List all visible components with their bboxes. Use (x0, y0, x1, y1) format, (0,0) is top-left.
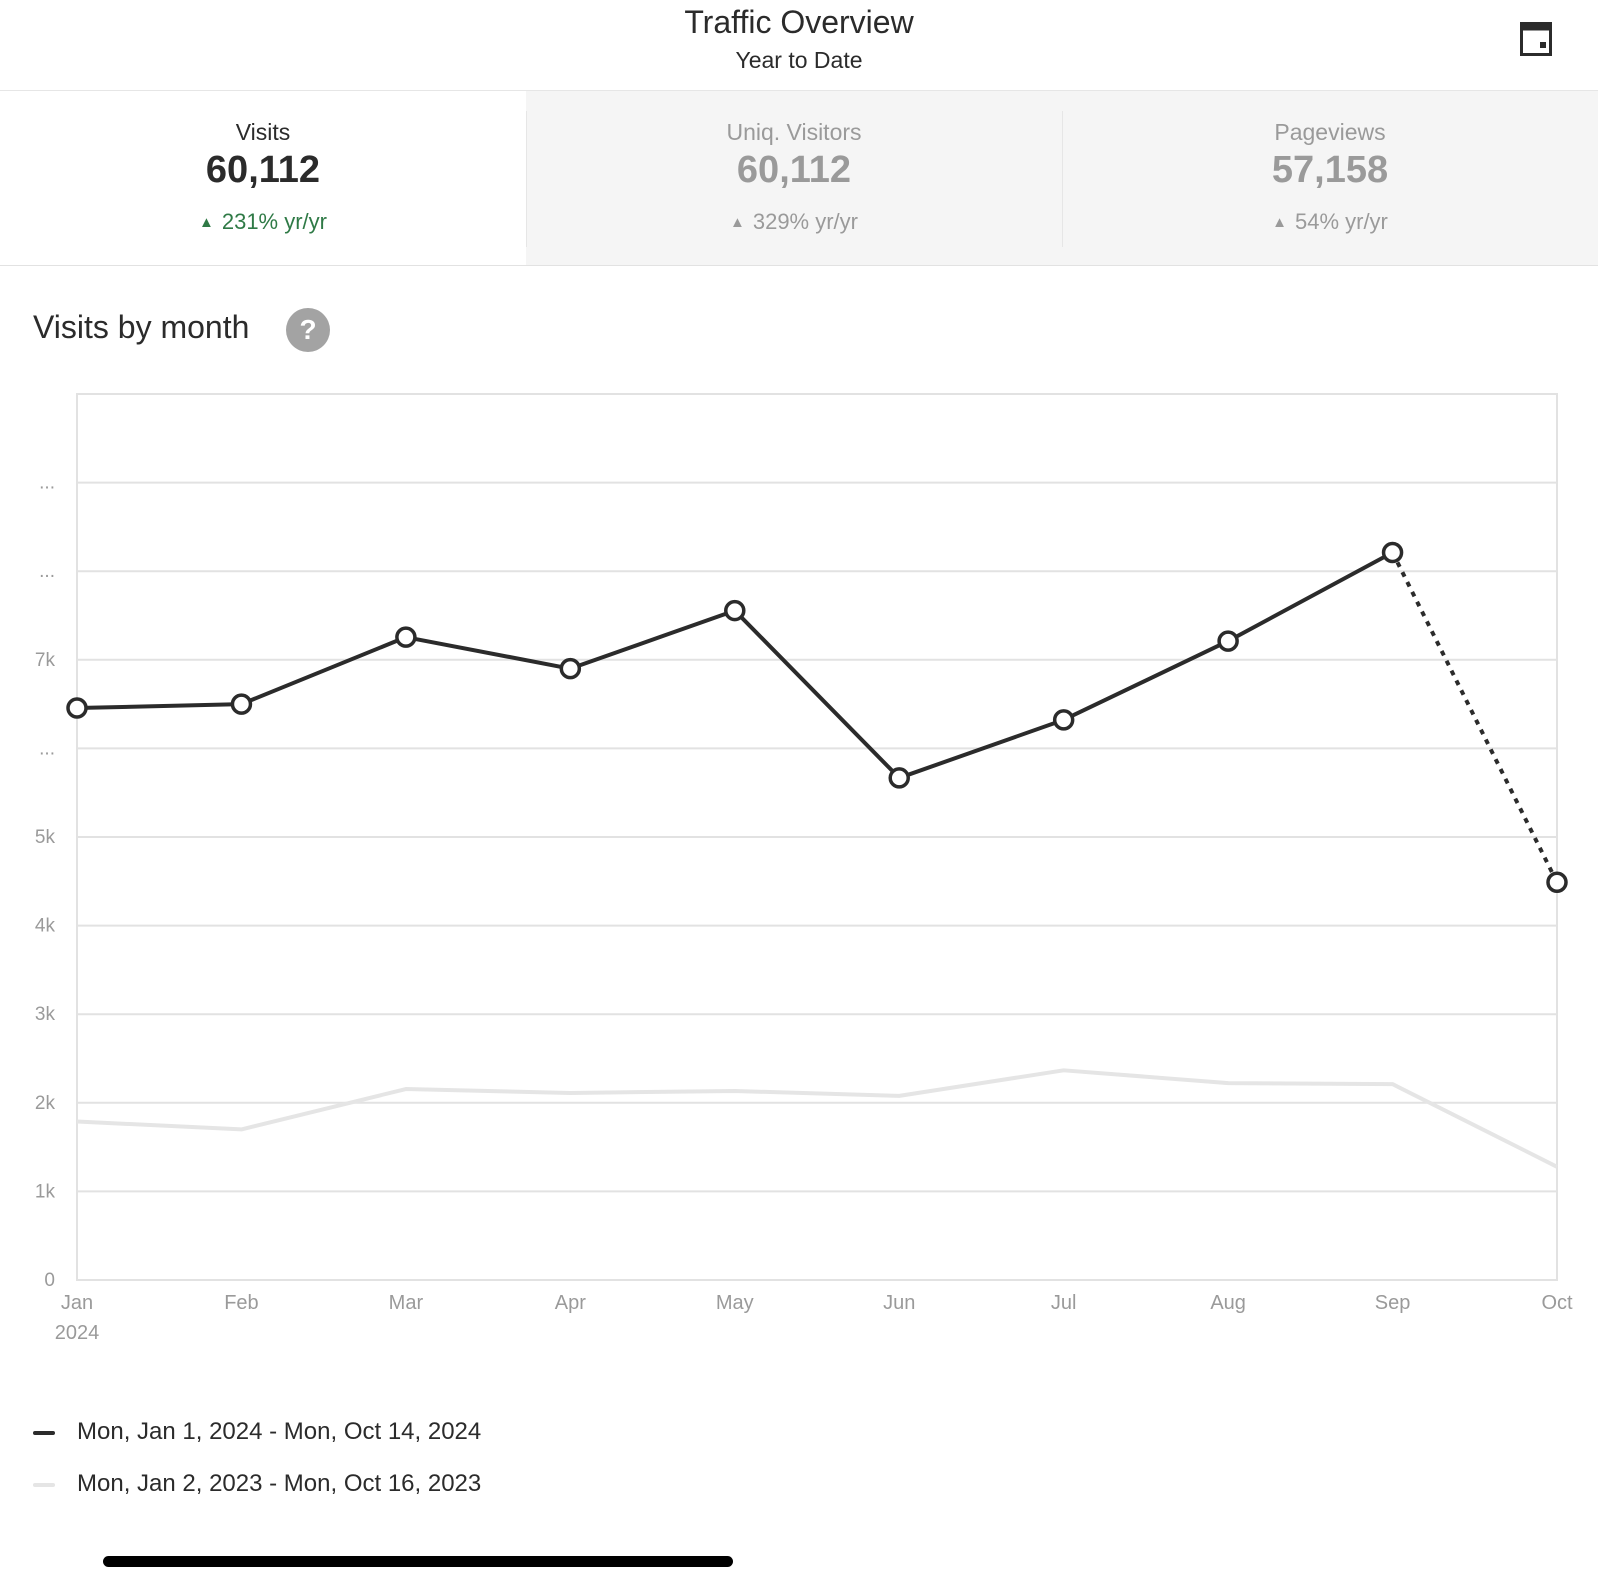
stats-panel: Visits 60,112 ▲ 231% yr/yr Uniq. Visitors… (0, 91, 1598, 266)
data-point (1052, 709, 1075, 731)
y-tick-label: ... (39, 473, 55, 494)
up-arrow-icon: ▲ (198, 214, 214, 231)
stat-value: 60,112 (736, 149, 852, 191)
stat-change: ▲ 329% yr/yr (526, 209, 1062, 235)
y-tick-label: 2k (35, 1093, 56, 1114)
stat-change: ▲ 54% yr/yr (1062, 209, 1598, 235)
series-line-current-partial (1390, 551, 1559, 884)
x-tick-label: Jun (883, 1292, 915, 1314)
x-tick-label: Aug (1210, 1292, 1246, 1314)
stat-divider (1062, 111, 1063, 247)
stat-value: 60,112 (205, 149, 321, 191)
y-tick-label: 4k (35, 916, 56, 937)
y-tick-label: 0 (44, 1270, 55, 1291)
legend-swatch-previous (33, 1483, 55, 1487)
page-title: Traffic Overview (684, 4, 914, 40)
x-tick-label: Sep (1375, 1292, 1411, 1314)
stat-label: Pageviews (1274, 119, 1386, 145)
stat-card-visits[interactable]: Visits 60,112 ▲ 231% yr/yr (0, 91, 526, 265)
x-tick-label: Feb (224, 1292, 258, 1314)
calendar-button[interactable] (1520, 22, 1552, 56)
stat-value: 57,158 (1271, 149, 1389, 191)
x-tick-label: Mar (389, 1292, 424, 1314)
legend-swatch-current (33, 1431, 55, 1435)
top-bar: Traffic Overview Year to Date (0, 0, 1598, 91)
home-indicator (103, 1556, 733, 1567)
stat-change-text: 54% yr/yr (1294, 209, 1388, 234)
up-arrow-icon: ▲ (729, 214, 745, 231)
y-tick-label: ... (39, 738, 55, 759)
stat-change-text: 231% yr/yr (221, 209, 327, 234)
stat-divider (526, 111, 527, 247)
legend-label-current: Mon, Jan 1, 2024 - Mon, Oct 14, 2024 (77, 1418, 482, 1445)
calendar-icon (1520, 22, 1552, 56)
data-point (66, 697, 88, 719)
stat-card-unique-visitors[interactable]: Uniq. Visitors 60,112 ▲ 329% yr/yr (526, 91, 1062, 265)
data-point (1217, 630, 1239, 652)
series-line-previous (76, 1068, 1558, 1169)
data-point (1546, 871, 1568, 894)
help-icon[interactable]: ? (286, 308, 330, 352)
x-tick-label: Jul (1051, 1292, 1077, 1314)
x-year-label: 2024 (55, 1322, 100, 1344)
stat-change-text: 329% yr/yr (752, 209, 858, 234)
x-tick-label: May (716, 1292, 754, 1314)
series-line-current (76, 550, 1394, 780)
date-range-subtitle: Year to Date (735, 47, 863, 73)
data-point (1381, 541, 1404, 564)
data-point (559, 657, 582, 680)
data-point (888, 767, 910, 789)
up-arrow-icon: ▲ (1272, 214, 1287, 231)
x-tick-label: Apr (555, 1292, 586, 1314)
y-tick-label: 3k (35, 1004, 56, 1025)
y-tick-label: 5k (35, 827, 56, 848)
stat-label: Visits (235, 119, 291, 145)
visits-line-chart: 0 1k 2k 3k 4k 5k... 7k...... Jan Feb Mar Apr May Jun… (35, 393, 1573, 1344)
stat-change: ▲ 231% yr/yr (0, 209, 526, 235)
data-point (724, 599, 746, 622)
stat-card-pageviews[interactable]: Pageviews 57,158 ▲ 54% yr/yr (1062, 91, 1598, 265)
legend-label-previous: Mon, Jan 2, 2023 - Mon, Oct 16, 2023 (77, 1470, 482, 1497)
y-tick-label: 7k (35, 650, 56, 671)
data-point (230, 693, 253, 715)
data-point (395, 626, 417, 648)
x-tick-label: Jan (61, 1292, 93, 1314)
chart-section-title: Visits by month (33, 309, 250, 345)
stat-label: Uniq. Visitors (726, 119, 862, 145)
x-tick-label: Oct (1541, 1292, 1573, 1314)
y-tick-label: 1k (35, 1181, 56, 1202)
y-tick-label: ... (39, 561, 55, 582)
